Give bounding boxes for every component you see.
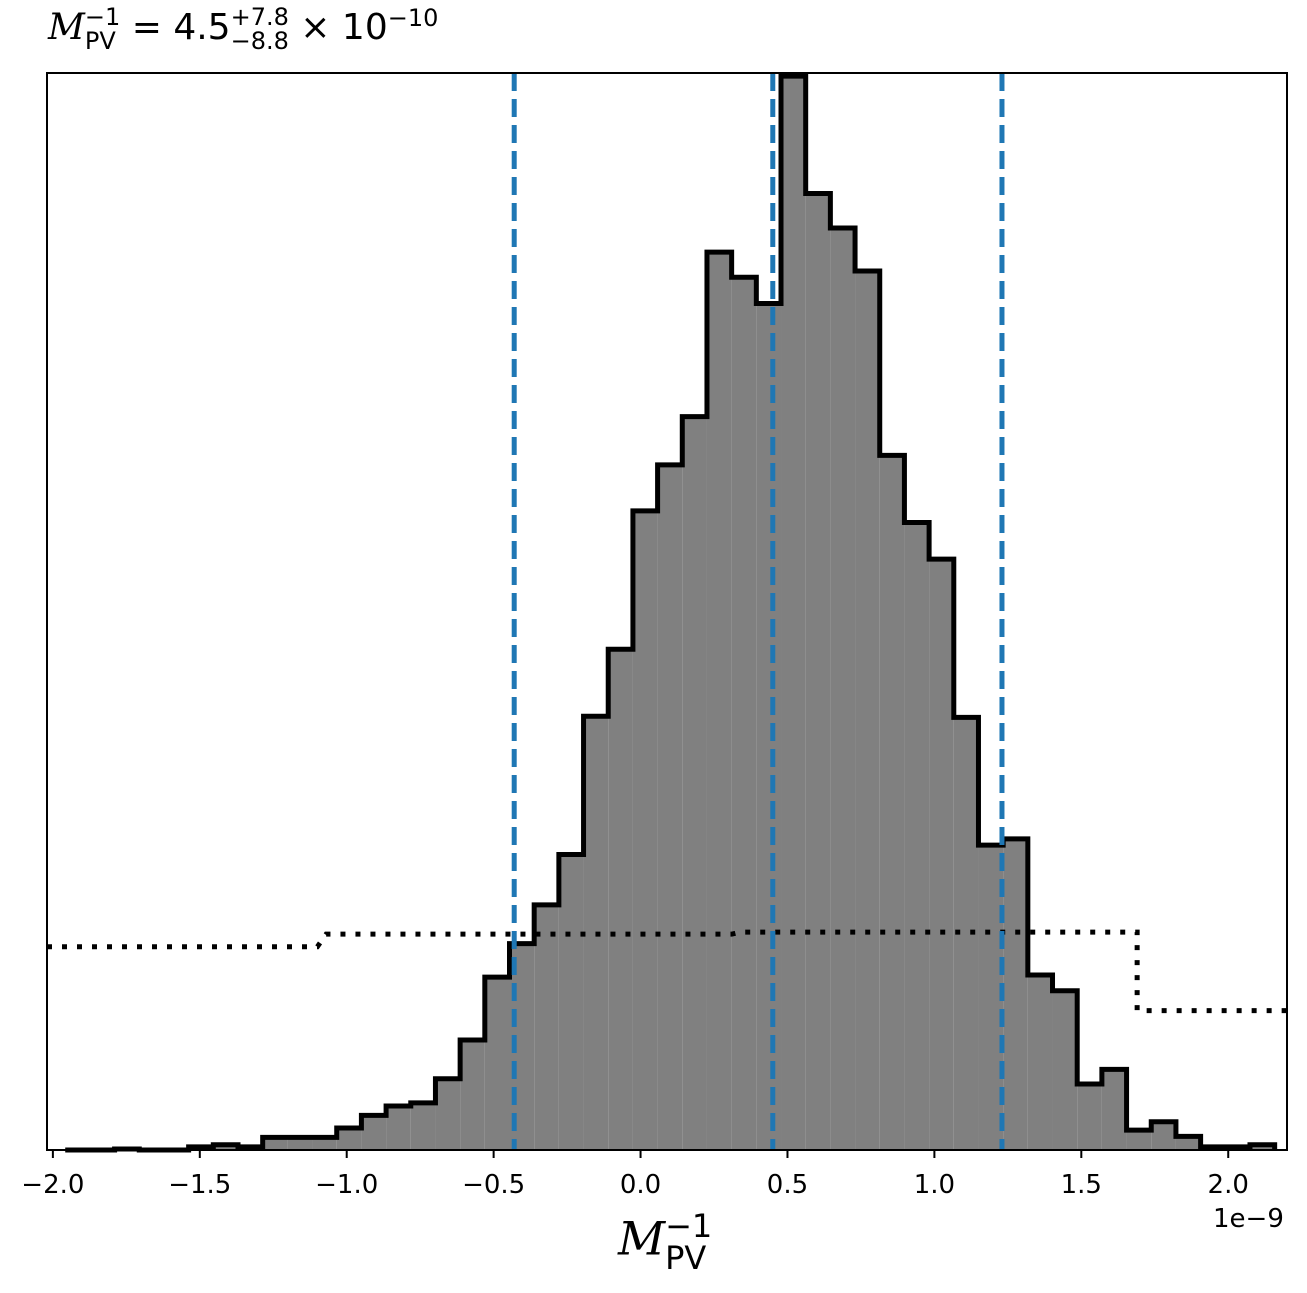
histogram-bar — [484, 977, 510, 1150]
histogram-bar — [756, 303, 782, 1150]
x-tick-label: 1.5 — [1061, 1170, 1102, 1200]
histogram-bar — [386, 1105, 411, 1150]
histogram-bar — [706, 252, 732, 1151]
histogram-bar — [682, 416, 707, 1150]
plot-frame — [46, 72, 1288, 1151]
histogram-bar — [1027, 975, 1053, 1150]
histogram-bars — [65, 73, 1278, 1153]
prior-step-line — [47, 929, 1287, 1014]
x-tick-label: 2.0 — [1208, 1170, 1249, 1200]
histogram-bar — [312, 1137, 337, 1150]
histogram-bar — [1077, 1083, 1102, 1150]
histogram-bar — [731, 277, 757, 1150]
histogram-bar — [879, 455, 905, 1151]
histogram-outline — [65, 73, 1278, 1153]
histogram-bar — [657, 464, 683, 1150]
x-tick-label: 1.0 — [914, 1170, 955, 1200]
histogram-bar — [460, 1039, 485, 1150]
x-axis-offset-label: 1e−9 — [1213, 1204, 1284, 1234]
histogram-bar — [410, 1102, 436, 1150]
histogram-bar — [632, 510, 658, 1150]
histogram-bar — [534, 904, 559, 1150]
histogram-bar — [1101, 1069, 1127, 1150]
histogram-bar — [1126, 1130, 1152, 1150]
histogram-bar — [855, 271, 880, 1150]
histogram-bar — [361, 1115, 387, 1150]
x-axis-ticks: −2.0 −1.5 −1.0 −0.5 0.0 0.5 1.0 1.5 2.0 — [21, 1150, 1249, 1200]
histogram-bar — [1175, 1136, 1201, 1150]
histogram-bar — [435, 1078, 461, 1150]
histogram-bar — [805, 193, 831, 1151]
histogram-bar — [287, 1137, 313, 1150]
x-axis-label: M −1 PV — [618, 1207, 713, 1277]
x-tick-label: −0.5 — [462, 1170, 525, 1200]
histogram-bar — [1249, 1144, 1275, 1150]
histogram-bar — [213, 1144, 238, 1150]
histogram-bar — [262, 1137, 288, 1150]
x-tick-label: 0.0 — [620, 1170, 661, 1200]
quantile-lines — [511, 73, 1005, 1150]
histogram-bar — [978, 845, 1004, 1150]
x-tick-label: −1.0 — [315, 1170, 378, 1200]
histogram-bar — [608, 649, 633, 1150]
histogram-bar — [1052, 990, 1078, 1150]
chart-title: M −1 PV = 4.5 +7.8 −8.8 × 10−10 — [48, 3, 439, 55]
histogram-bar — [336, 1127, 362, 1150]
histogram-bar — [558, 854, 584, 1150]
x-tick-label: 0.5 — [767, 1170, 808, 1200]
histogram-bar — [1151, 1121, 1176, 1150]
histogram-bar — [929, 559, 954, 1150]
histogram-bar — [904, 522, 930, 1150]
histogram-bar — [781, 76, 806, 1151]
x-tick-label: −1.5 — [168, 1170, 231, 1200]
histogram-bar — [830, 228, 856, 1151]
histogram-bar — [1003, 838, 1028, 1150]
x-tick-label: −2.0 — [21, 1170, 84, 1200]
